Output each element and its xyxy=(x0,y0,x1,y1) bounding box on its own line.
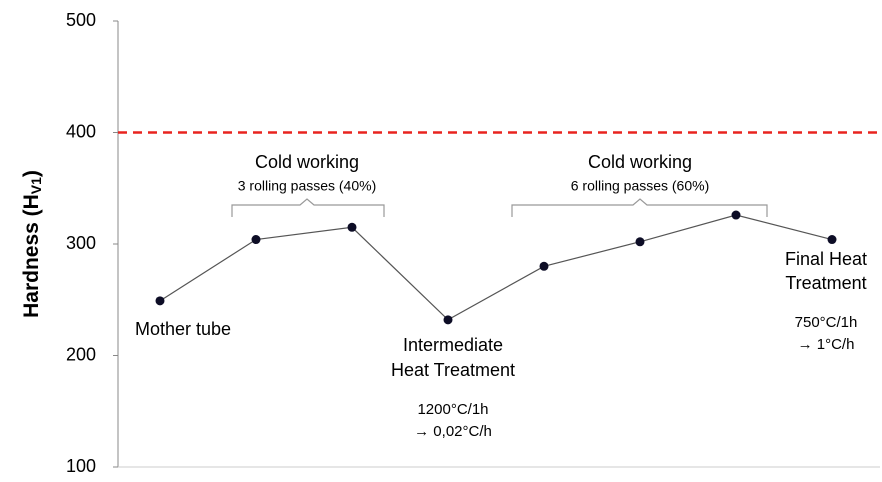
point xyxy=(443,315,453,325)
annotation: Final Heat xyxy=(785,249,867,269)
point xyxy=(827,235,837,245)
y-tick-label: 400 xyxy=(66,121,96,141)
point xyxy=(539,261,549,271)
annotation: 6 rolling passes (60%) xyxy=(571,178,710,194)
bracket xyxy=(231,198,385,217)
y-label-end: ) xyxy=(20,170,43,177)
annotation: Cold working xyxy=(255,152,359,172)
annotation: Intermediate xyxy=(403,335,503,355)
annotation: Mother tube xyxy=(135,319,231,339)
y-label-main: Hardness (H xyxy=(20,194,43,318)
annotation: 1200°C/1h xyxy=(417,401,488,418)
annotation: → 1°C/h xyxy=(798,336,855,353)
y-tick-label: 300 xyxy=(66,233,96,253)
point xyxy=(155,296,165,306)
annotation: Heat Treatment xyxy=(391,360,515,380)
point xyxy=(635,237,645,247)
bracket xyxy=(511,198,768,217)
annotation: Cold working xyxy=(588,152,692,172)
y-axis-label: Hardness (HV1) xyxy=(20,170,44,318)
point xyxy=(731,210,741,220)
point xyxy=(347,222,357,232)
annotation: 3 rolling passes (40%) xyxy=(238,178,377,194)
point xyxy=(251,235,261,245)
y-label-sub: V1 xyxy=(28,177,44,194)
annotation: 750°C/1h xyxy=(795,314,858,331)
annotation: → 0,02°C/h xyxy=(414,423,492,440)
y-tick-label: 200 xyxy=(66,344,96,364)
y-tick-label: 500 xyxy=(66,10,96,30)
annotation: Treatment xyxy=(785,273,866,293)
series-line xyxy=(159,214,833,321)
y-tick-label: 100 xyxy=(66,456,96,476)
